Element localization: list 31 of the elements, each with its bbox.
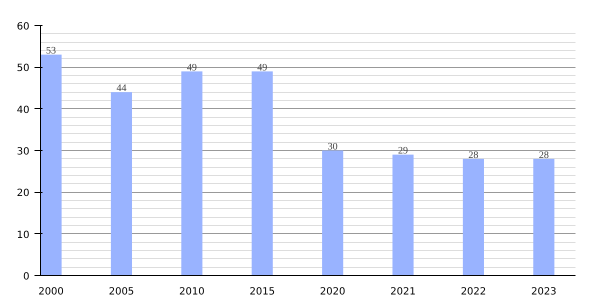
x-tick-label: 2010 bbox=[179, 286, 205, 298]
bar bbox=[462, 158, 484, 276]
x-tick-label: 2015 bbox=[250, 286, 275, 298]
x-tick-label: 2022 bbox=[460, 286, 486, 298]
data-label: 29 bbox=[398, 146, 408, 157]
bar bbox=[392, 154, 414, 276]
bar bbox=[322, 150, 344, 276]
y-tick-label: 30 bbox=[16, 146, 30, 158]
data-label: 30 bbox=[328, 142, 338, 152]
data-label: 49 bbox=[257, 62, 268, 74]
bar bbox=[181, 71, 202, 276]
y-tick-label: 40 bbox=[16, 104, 30, 116]
bar bbox=[252, 71, 273, 276]
data-label: 53 bbox=[46, 46, 56, 57]
x-tick-label: 2021 bbox=[390, 286, 416, 298]
bar bbox=[533, 158, 554, 276]
y-tick-label: 20 bbox=[16, 188, 30, 200]
data-label: 28 bbox=[538, 150, 549, 161]
data-label: 28 bbox=[468, 150, 478, 161]
bar bbox=[40, 54, 62, 276]
bar bbox=[110, 92, 132, 276]
y-tick-label: 0 bbox=[23, 272, 30, 282]
x-tick-label: 2020 bbox=[320, 286, 346, 298]
x-tick-label: 2000 bbox=[38, 286, 64, 298]
y-tick-label: 10 bbox=[16, 230, 30, 241]
x-tick-label: 2005 bbox=[108, 286, 134, 298]
data-label: 44 bbox=[116, 83, 126, 94]
data-label: 49 bbox=[186, 62, 197, 74]
y-tick-label: 60 bbox=[16, 22, 30, 32]
x-tick-label: 2023 bbox=[531, 286, 557, 298]
y-tick-label: 50 bbox=[16, 63, 30, 74]
